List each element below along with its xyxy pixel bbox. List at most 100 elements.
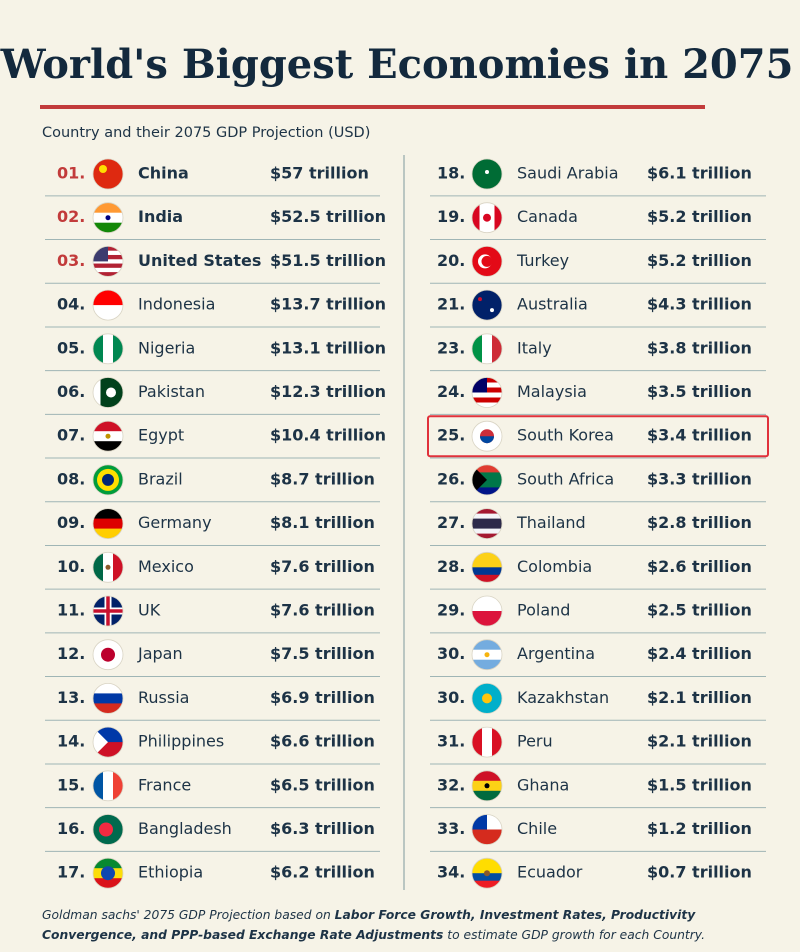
flag-stripe [492,333,502,364]
rank: 33. [437,819,465,838]
flag-outline [471,289,503,321]
flag-stripe [472,559,502,568]
country: United States [138,251,261,270]
rank: 25. [437,426,465,445]
flag-emblem [482,693,492,704]
flag-stripe [472,552,502,561]
gdp: $8.1 trillion [270,513,375,532]
rank: 09. [57,513,85,532]
table-row: 06. Pakistan $12.3 trillion [45,377,386,415]
flag-outline [471,814,503,845]
flag [472,683,502,714]
gdp: $7.6 trillion [270,601,375,620]
gdp: $1.5 trillion [647,775,752,794]
gdp: $10.4 trillion [270,426,386,445]
gdp: $1.2 trillion [647,819,752,838]
flag-outline [92,726,124,758]
gdp: $57 trillion [270,164,369,183]
flag-stripe [472,790,502,801]
flag-stripe [472,659,502,670]
flag-stripe [93,552,104,583]
rank: 23. [437,338,465,357]
flag-outline [471,857,503,889]
gdp: $6.2 trillion [270,863,375,882]
flag [472,464,502,495]
table-row: 27. Thailand $2.8 trillion [430,508,766,546]
flag-outline [92,770,124,802]
flag-stripe [93,272,123,277]
flag-outline [471,595,503,627]
flag-outline [471,333,503,365]
flag-stripe [93,290,123,306]
table-row: 18. Saudi Arabia $6.1 trillion [430,158,766,197]
flag-emblem [478,297,482,302]
rank: 06. [57,382,85,401]
table-row: 07. Egypt $10.4 trillion [45,420,386,459]
flag-stripe [472,508,502,515]
flag-cross [93,609,123,613]
flag-outline [471,158,503,190]
rank: 19. [437,207,465,226]
flag-outline [471,464,503,496]
table-row: 33. Chile $1.2 trillion [430,814,766,852]
flag-stripe [482,333,493,364]
rank: 02. [57,207,85,226]
gdp: $6.3 trillion [270,819,375,838]
flag-stripe [472,865,502,874]
country: China [138,164,189,183]
flag-triangle [472,464,487,495]
rank: 18. [437,164,465,183]
rank: 31. [437,732,465,751]
flag [93,246,123,277]
table-row: 29. Poland $2.5 trillion [430,595,766,634]
flag-stripe [115,377,123,408]
flag [93,814,123,845]
gdp: $13.7 trillion [270,295,386,314]
flag-stripe [113,552,123,583]
flag-stripe [472,727,483,758]
gdp: $4.3 trillion [647,295,752,314]
flag [93,508,123,539]
rank: 21. [437,295,465,314]
flag-stripe [472,596,502,612]
flag [93,333,123,364]
gdp: $2.1 trillion [647,732,752,751]
rank: 34. [437,863,465,882]
flag-outline [92,683,124,714]
flag-stripe [472,290,502,321]
flag [472,421,502,452]
flag-emblem [483,213,491,222]
flag [93,159,123,189]
gdp: $2.6 trillion [647,557,752,576]
table-row: 04. Indonesia $13.7 trillion [45,289,386,328]
flag [93,202,123,233]
flag-emblem [480,436,494,444]
country: Chile [517,819,557,838]
table-row: 08. Brazil $8.7 trillion [45,464,380,503]
flag-outline [471,245,503,277]
flag [472,596,502,626]
gdp: $3.8 trillion [647,338,752,357]
flag-stripe [93,683,123,694]
flag-outline [92,289,124,321]
flag-emblem [105,564,111,570]
flag-outline [92,420,124,452]
table-row: 19. Canada $5.2 trillion [430,202,766,241]
flag-outline [92,158,124,190]
flag-stripe [93,202,123,214]
table-row: 28. Colombia $2.6 trillion [430,551,766,590]
flag-outline [92,857,124,889]
country: Ecuador [517,863,583,882]
flag-emblem [484,870,490,877]
flag [472,246,502,277]
rank: 30. [437,688,465,707]
country: Mexico [138,557,194,576]
gdp: $3.5 trillion [647,382,752,401]
rank: 08. [57,469,85,488]
flag [93,464,123,495]
flag-triangle [93,727,108,758]
flag-outline [471,770,503,802]
table-row: 03. United States $51.5 trillion [45,245,386,284]
table-row: 20. Turkey $5.2 trillion [430,245,766,284]
